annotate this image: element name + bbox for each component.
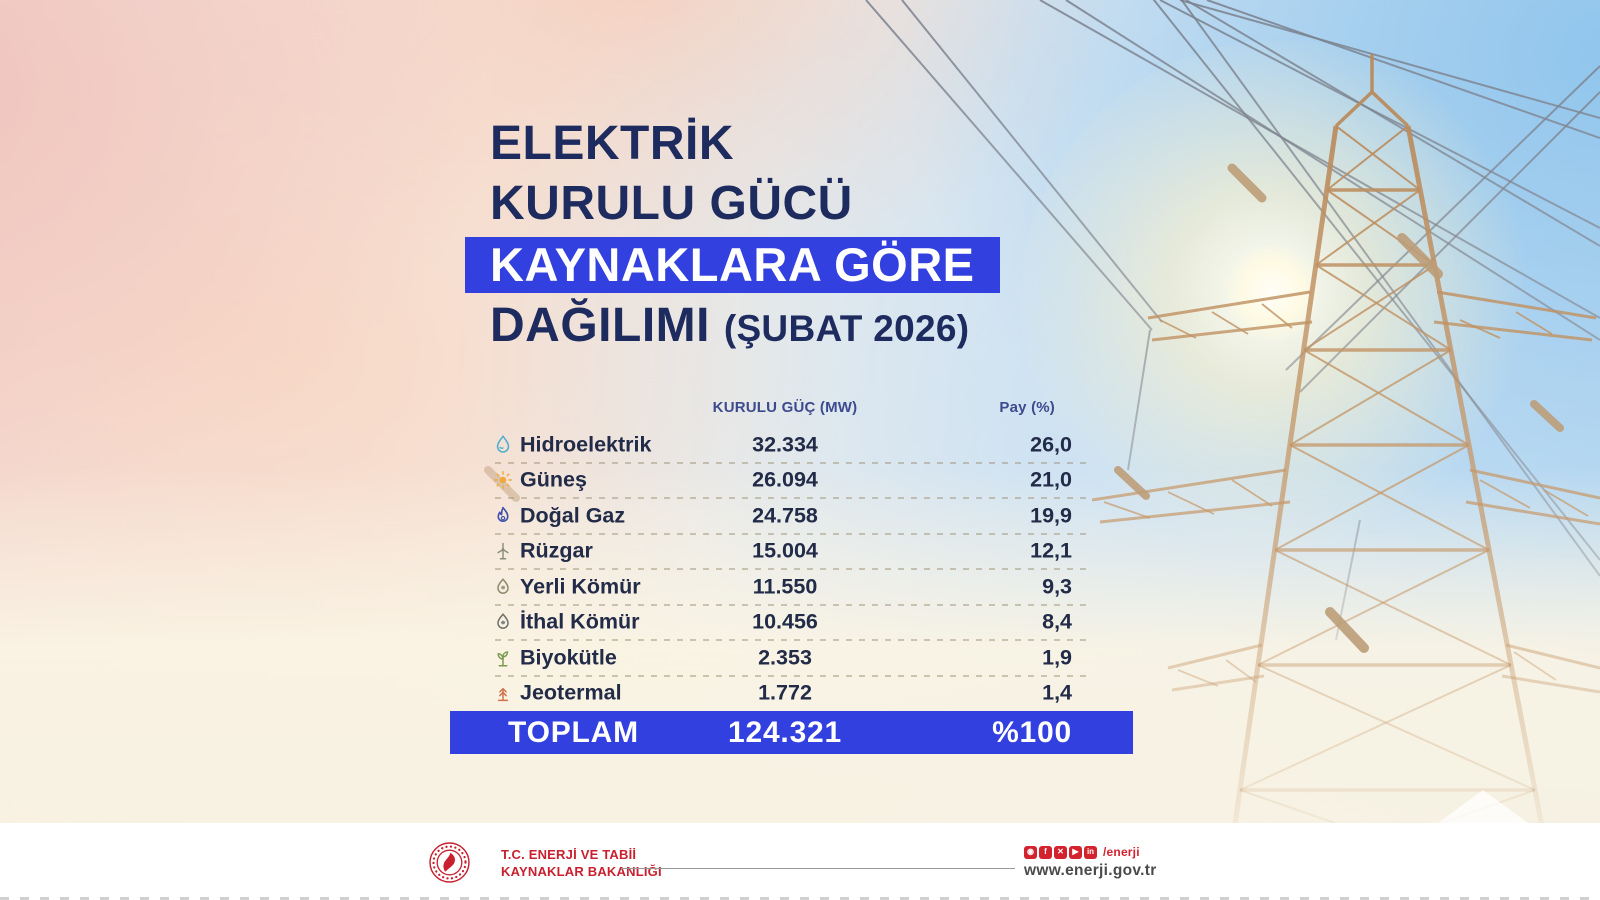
title-highlight: KAYNAKLARA GÖRE xyxy=(465,237,1000,293)
capacity-value: 11.550 xyxy=(752,574,818,599)
source-label: Biyokütle xyxy=(520,645,617,670)
row-separator xyxy=(495,532,1088,535)
source-label: Rüzgar xyxy=(520,538,593,563)
water-drop-icon xyxy=(492,434,514,456)
column-header-capacity: KURULU GÜÇ (MW) xyxy=(712,399,858,416)
geyser-icon xyxy=(492,682,514,704)
row-separator xyxy=(495,461,1088,464)
capacity-table: KURULU GÜÇ (MW) Pay (%) Hidroelektrik 32.… xyxy=(450,393,1133,754)
capacity-value: 10.456 xyxy=(752,609,818,634)
source-label: İthal Kömür xyxy=(520,609,640,634)
ministry-logo xyxy=(429,842,470,883)
table-row: İthal Kömür 10.456 8,4 xyxy=(450,605,1133,641)
row-separator xyxy=(495,674,1088,677)
capacity-value: 24.758 xyxy=(752,503,818,528)
table-row: Yerli Kömür 11.550 9,3 xyxy=(450,569,1133,606)
row-separator xyxy=(495,603,1088,606)
wind-turbine-icon xyxy=(492,540,514,562)
table-row: Biyokütle 2.353 1,9 xyxy=(450,640,1133,677)
capacity-value: 26.094 xyxy=(752,467,818,492)
social-icons-row: ◉ f ✕ ▶ in /enerji xyxy=(1024,845,1157,859)
table-row: Hidroelektrik 32.334 26,0 xyxy=(450,427,1133,464)
table-row: Güneş 26.094 21,0 xyxy=(450,463,1133,499)
source-label: Jeotermal xyxy=(520,680,622,705)
sun-icon xyxy=(492,469,514,491)
source-label: Hidroelektrik xyxy=(520,432,652,457)
footer: T.C. ENERJİ VE TABİİ KAYNAKLAR BAKANLIĞI… xyxy=(0,823,1600,900)
table-header: KURULU GÜÇ (MW) Pay (%) xyxy=(450,393,1133,427)
coal-icon xyxy=(492,611,514,633)
plant-icon xyxy=(492,647,514,669)
footer-bottom-edge xyxy=(0,897,1600,900)
title-line-4: DAĞILIMI (ŞUBAT 2026) xyxy=(490,296,1000,359)
column-header-share: Pay (%) xyxy=(999,399,1055,416)
share-value: 26,0 xyxy=(1030,432,1072,457)
total-capacity-value: 124.321 xyxy=(727,715,843,749)
coal-icon xyxy=(492,576,514,598)
youtube-icon[interactable]: ▶ xyxy=(1069,845,1082,859)
capacity-value: 1.772 xyxy=(758,680,812,705)
table-row: Jeotermal 1.772 1,4 xyxy=(450,676,1133,712)
share-value: 1,9 xyxy=(1042,645,1072,670)
facebook-icon[interactable]: f xyxy=(1039,845,1052,859)
share-value: 21,0 xyxy=(1030,467,1072,492)
source-label: Doğal Gaz xyxy=(520,503,626,528)
total-share-value: %100 xyxy=(992,715,1072,749)
ministry-name: T.C. ENERJİ VE TABİİ KAYNAKLAR BAKANLIĞI xyxy=(501,847,662,880)
source-label: Güneş xyxy=(520,467,587,492)
flame-icon xyxy=(492,505,514,527)
title-line-4-main: DAĞILIMI xyxy=(490,299,710,352)
footer-divider xyxy=(621,868,1015,869)
website-url[interactable]: www.enerji.gov.tr xyxy=(1024,862,1157,879)
title-block: ELEKTRİK KURULU GÜCÜ KAYNAKLARA GÖRE DAĞ… xyxy=(465,114,1000,359)
ministry-name-line1: T.C. ENERJİ VE TABİİ xyxy=(501,847,637,862)
social-handle: /enerji xyxy=(1103,845,1140,859)
row-separator xyxy=(495,639,1088,641)
social-block: ◉ f ✕ ▶ in /enerji www.enerji.gov.tr xyxy=(1024,845,1157,880)
row-separator xyxy=(495,568,1088,570)
share-value: 12,1 xyxy=(1030,538,1072,563)
share-value: 9,3 xyxy=(1042,574,1072,599)
social-icons: ◉ f ✕ ▶ in xyxy=(1024,845,1097,859)
title-date: (ŞUBAT 2026) xyxy=(723,308,970,349)
sun-icon-photo xyxy=(1225,245,1320,340)
capacity-value: 2.353 xyxy=(758,645,812,670)
capacity-value: 32.334 xyxy=(752,432,818,457)
table-body: Hidroelektrik 32.334 26,0 Güneş 26.094 21,0 Do… xyxy=(450,427,1133,711)
share-value: 8,4 xyxy=(1042,609,1072,634)
total-label: TOPLAM xyxy=(508,715,639,749)
capacity-value: 15.004 xyxy=(752,538,818,563)
table-row: Rüzgar 15.004 12,1 xyxy=(450,534,1133,570)
title-line-1: ELEKTRİK xyxy=(490,117,734,170)
linkedin-icon[interactable]: in xyxy=(1084,845,1097,859)
ministry-name-line2: KAYNAKLAR BAKANLIĞI xyxy=(501,863,662,879)
total-row: TOPLAM 124.321 %100 xyxy=(450,711,1133,754)
title-line-2: KURULU GÜCÜ xyxy=(490,177,853,230)
instagram-icon[interactable]: ◉ xyxy=(1024,845,1037,859)
background-peak xyxy=(1438,790,1528,823)
share-value: 19,9 xyxy=(1030,503,1072,528)
row-separator xyxy=(495,497,1088,499)
table-row: Doğal Gaz 24.758 19,9 xyxy=(450,498,1133,535)
x-icon[interactable]: ✕ xyxy=(1054,845,1067,859)
source-label: Yerli Kömür xyxy=(520,574,641,599)
share-value: 1,4 xyxy=(1042,680,1072,705)
